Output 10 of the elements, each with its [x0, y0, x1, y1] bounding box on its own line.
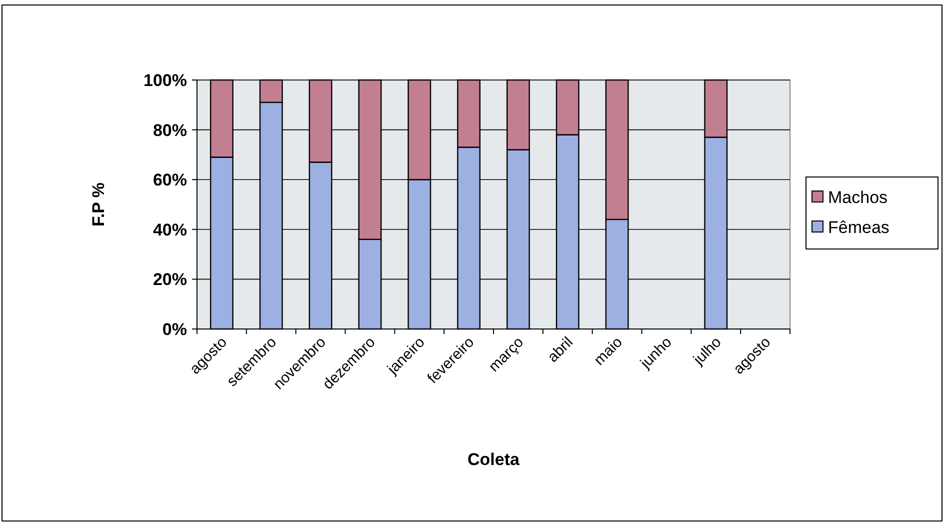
- x-axis-title: Coleta: [468, 450, 520, 469]
- y-tick-label: 0%: [162, 320, 187, 339]
- legend-label: Fêmeas: [828, 218, 890, 237]
- y-tick-label: 20%: [152, 270, 187, 290]
- legend-label: Machos: [828, 188, 888, 207]
- y-axis-title: F.P %: [89, 182, 108, 227]
- y-tick-label: 40%: [152, 220, 187, 240]
- y-tick-label: 100%: [144, 70, 187, 90]
- y-tick-label: 60%: [152, 170, 187, 190]
- y-tick-label: 80%: [152, 120, 187, 140]
